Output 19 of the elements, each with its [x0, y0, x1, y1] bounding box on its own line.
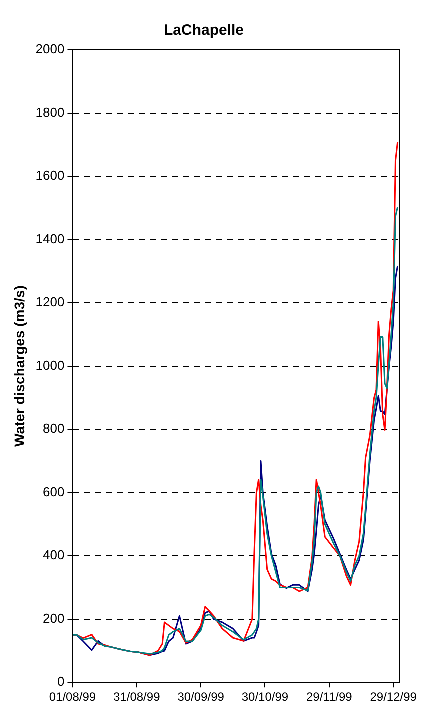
y-tick-label: 2000	[36, 42, 65, 57]
y-tick-label: 400	[43, 548, 65, 563]
y-tick-label: 1600	[36, 168, 65, 184]
chart-title: LaChapelle	[164, 22, 244, 40]
x-tick-label: 31/08/99	[114, 690, 161, 704]
y-tick-label: 1400	[36, 231, 65, 246]
y-tick-label: 800	[43, 421, 65, 436]
x-tick-label: 29/11/99	[306, 690, 353, 704]
y-tick-label: 200	[43, 610, 65, 626]
y-tick-label: 600	[43, 484, 65, 500]
x-tick-label: 01/08/99	[49, 690, 96, 704]
y-tick-label: 1000	[36, 358, 65, 373]
y-tick-label: 1200	[36, 294, 65, 310]
y-axis-title: Water discharges (m3/s)	[11, 286, 28, 447]
x-tick-label: 29/12/99	[370, 690, 418, 704]
y-tick-label: 1800	[36, 104, 65, 120]
y-tick-label: 0	[57, 674, 65, 690]
x-tick-label: 30/09/99	[178, 690, 225, 704]
x-tick-label: 30/10/99	[242, 690, 289, 704]
